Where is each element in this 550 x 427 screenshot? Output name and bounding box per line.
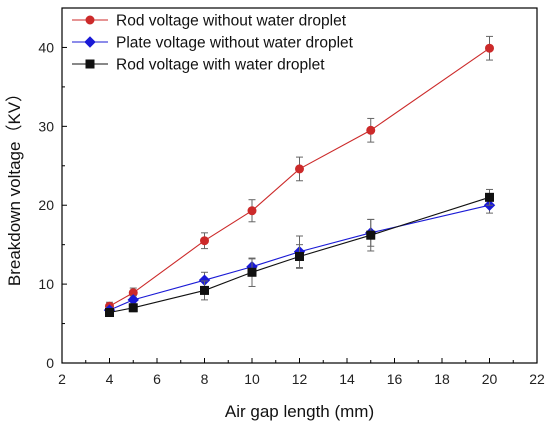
y-tick-label: 0: [46, 355, 54, 371]
data-point: [200, 285, 209, 295]
data-point: [200, 236, 209, 246]
legend-marker: [85, 15, 95, 25]
x-axis-title: Air gap length (mm): [225, 402, 374, 421]
data-point: [105, 308, 114, 318]
legend-label: Rod voltage with water droplet: [116, 57, 325, 74]
legend-entry: Plate voltage without water droplet: [72, 35, 354, 52]
x-tick-label: 4: [106, 371, 114, 387]
x-tick-label: 14: [339, 371, 355, 387]
data-point: [247, 267, 257, 277]
x-tick-label: 10: [244, 371, 260, 387]
y-axis-title: Breakdown voltage（KV）: [5, 85, 24, 286]
legend-entry: Rod voltage without water droplet: [72, 13, 347, 30]
y-tick-label: 10: [38, 276, 54, 292]
x-tick-label: 20: [482, 371, 498, 387]
series-3: [105, 188, 494, 318]
data-point: [366, 230, 376, 240]
x-tick-label: 2: [58, 371, 66, 387]
data-point: [128, 303, 138, 313]
x-tick-label: 6: [153, 371, 161, 387]
legend-entry: Rod voltage with water droplet: [72, 57, 325, 74]
y-tick-label: 20: [38, 197, 54, 213]
data-point: [485, 43, 494, 53]
legend-label: Rod voltage without water droplet: [116, 13, 347, 30]
legend-label: Plate voltage without water droplet: [116, 35, 354, 52]
x-tick-label: 8: [201, 371, 209, 387]
data-point: [247, 206, 257, 216]
data-point: [366, 125, 376, 135]
data-point: [295, 252, 304, 261]
x-tick-label: 22: [529, 371, 545, 387]
x-tick-label: 12: [292, 371, 308, 387]
y-tick-label: 40: [38, 39, 54, 55]
y-tick-label: 30: [38, 118, 54, 134]
series-layer: [103, 35, 496, 318]
data-point: [295, 164, 304, 174]
axes: 2 4 6 8 10 12 14 16 18 20 22 0 10 20 30 40: [38, 7, 545, 387]
legend-marker: [84, 36, 96, 48]
data-point: [485, 192, 494, 202]
x-tick-label: 16: [387, 371, 403, 387]
x-tick-label: 18: [434, 371, 450, 387]
series-1: [105, 35, 494, 311]
legend: Rod voltage without water droplet Plate v…: [72, 13, 354, 74]
legend-marker: [85, 59, 95, 69]
